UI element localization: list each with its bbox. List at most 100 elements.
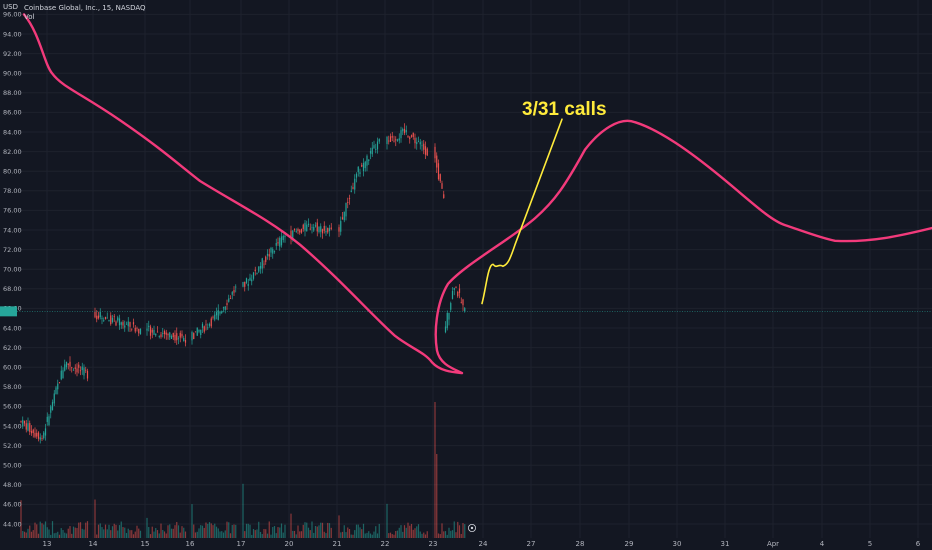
volume-bar bbox=[416, 526, 418, 538]
projection-curve bbox=[22, 13, 932, 375]
candle-body bbox=[181, 333, 183, 337]
candle-body bbox=[229, 298, 232, 299]
candle-body bbox=[162, 333, 164, 335]
volume-bar bbox=[444, 531, 447, 538]
candle-body bbox=[270, 247, 272, 253]
volume-bar bbox=[437, 533, 440, 538]
candle-body bbox=[304, 222, 306, 231]
candle-body bbox=[233, 289, 235, 293]
candle-body bbox=[205, 324, 207, 326]
volume-bar bbox=[117, 530, 119, 538]
volume-bar bbox=[71, 533, 73, 538]
y-tick-label: 78.00 bbox=[3, 187, 22, 195]
volume-bar bbox=[194, 532, 197, 538]
chart-grid bbox=[17, 0, 932, 538]
candle-body bbox=[393, 140, 395, 142]
candle-body bbox=[462, 299, 464, 306]
symbol-title[interactable]: Coinbase Global, Inc., 15, NASDAQ bbox=[24, 4, 146, 12]
volume-bar bbox=[179, 532, 181, 538]
volume-bar bbox=[403, 525, 406, 538]
y-tick-label: 64.00 bbox=[3, 324, 22, 332]
candle-body bbox=[375, 149, 377, 150]
candle-body bbox=[407, 136, 409, 138]
candle-body bbox=[101, 317, 103, 319]
volume-bar bbox=[421, 533, 423, 538]
volume-bar bbox=[398, 527, 400, 538]
candle-body bbox=[138, 328, 140, 334]
candle-body bbox=[86, 370, 89, 379]
candle-body bbox=[441, 183, 443, 189]
candle-body bbox=[235, 286, 237, 288]
volume-bar bbox=[272, 527, 274, 538]
volume-bar bbox=[434, 402, 436, 538]
candle-body bbox=[350, 190, 352, 193]
volume-bar bbox=[208, 522, 211, 538]
candle-body bbox=[210, 318, 212, 327]
volume-bar bbox=[290, 513, 292, 538]
volume-bar bbox=[39, 521, 41, 538]
volume-bar bbox=[184, 531, 187, 538]
volume-bar bbox=[231, 525, 233, 538]
candle-body bbox=[172, 332, 174, 338]
volume-bar bbox=[280, 523, 283, 538]
candle-body bbox=[34, 432, 36, 437]
annotation-text: 3/31 calls bbox=[522, 99, 607, 120]
candle-body bbox=[83, 367, 85, 376]
volume-bar bbox=[318, 525, 320, 538]
candle-body bbox=[290, 230, 292, 239]
candle-body bbox=[201, 323, 204, 328]
candle-body bbox=[110, 315, 112, 325]
volume-bar bbox=[347, 527, 349, 538]
candle-body bbox=[261, 258, 263, 269]
candle-body bbox=[460, 302, 462, 304]
volume-bar bbox=[163, 531, 166, 538]
candle-body bbox=[76, 368, 78, 373]
volume-bar bbox=[448, 527, 450, 538]
volume-bar bbox=[48, 529, 50, 538]
candle-body bbox=[272, 249, 274, 254]
candle-body bbox=[313, 227, 315, 231]
candle-body bbox=[279, 238, 281, 247]
x-tick-label: 5 bbox=[868, 540, 872, 548]
candle-body bbox=[129, 322, 131, 327]
candle-body bbox=[43, 432, 45, 439]
volume-bar bbox=[320, 522, 322, 538]
volume-bar bbox=[393, 534, 395, 538]
candle-body bbox=[362, 163, 365, 172]
volume-bar bbox=[350, 534, 352, 538]
volume-bar bbox=[265, 529, 267, 538]
volume-bar bbox=[25, 532, 27, 538]
volume-bar bbox=[44, 521, 47, 538]
volume-bar bbox=[405, 527, 407, 538]
candle-body bbox=[23, 420, 26, 424]
volume-bar bbox=[364, 533, 366, 538]
volume-bar bbox=[325, 533, 327, 538]
candle-body bbox=[439, 174, 441, 182]
candle-body bbox=[165, 332, 167, 335]
x-tick-label: 29 bbox=[625, 540, 634, 548]
settings-gear-icon[interactable] bbox=[467, 524, 476, 533]
volume-bar bbox=[55, 532, 57, 538]
volume-bar bbox=[108, 524, 110, 538]
candle-body bbox=[71, 367, 73, 369]
volume-bar bbox=[282, 532, 284, 538]
volume-bar bbox=[129, 530, 131, 538]
y-tick-label: 50.00 bbox=[3, 462, 22, 470]
candle-body bbox=[212, 316, 214, 318]
volume-indicator-label[interactable]: Vol bbox=[24, 13, 35, 21]
volume-bar bbox=[300, 531, 303, 538]
volume-bar bbox=[273, 526, 276, 538]
candle-body bbox=[44, 428, 47, 436]
volume-bar bbox=[410, 523, 413, 538]
volume-bar bbox=[124, 527, 126, 538]
candle-body bbox=[347, 201, 349, 203]
currency-label: USD bbox=[3, 3, 18, 11]
y-tick-label: 60.00 bbox=[3, 364, 22, 372]
candle-body bbox=[252, 272, 255, 279]
x-tick-label: 16 bbox=[186, 540, 195, 548]
volume-bar bbox=[104, 524, 107, 538]
candle-body bbox=[284, 235, 286, 238]
candle-body bbox=[256, 273, 258, 274]
x-tick-label: 6 bbox=[916, 540, 921, 548]
